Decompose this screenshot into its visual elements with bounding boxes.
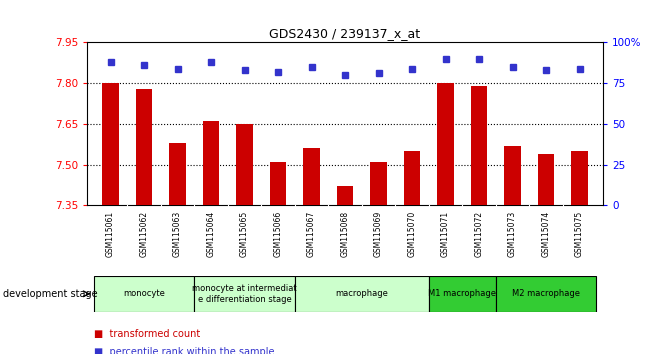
Bar	[269, 162, 287, 205]
Text: monocyte at intermediat
e differentiation stage: monocyte at intermediat e differentiatio…	[192, 284, 297, 303]
Text: ■  percentile rank within the sample: ■ percentile rank within the sample	[94, 347, 274, 354]
Text: GSM115071: GSM115071	[441, 211, 450, 257]
Bar	[337, 186, 354, 205]
Text: GSM115072: GSM115072	[474, 211, 484, 257]
Bar	[295, 276, 429, 312]
Bar	[429, 276, 496, 312]
Text: GSM115061: GSM115061	[106, 211, 115, 257]
Bar	[370, 162, 387, 205]
Text: GSM115069: GSM115069	[374, 211, 383, 257]
Bar	[203, 121, 220, 205]
Bar	[194, 276, 295, 312]
Bar	[437, 83, 454, 205]
Text: GSM115070: GSM115070	[407, 211, 417, 257]
Bar	[135, 88, 153, 205]
Text: GSM115062: GSM115062	[139, 211, 149, 257]
Text: GSM115073: GSM115073	[508, 211, 517, 257]
Text: GSM115065: GSM115065	[240, 211, 249, 257]
Bar	[303, 148, 320, 205]
Text: GSM115064: GSM115064	[206, 211, 216, 257]
Bar	[571, 151, 588, 205]
Text: GSM115075: GSM115075	[575, 211, 584, 257]
Text: macrophage: macrophage	[336, 289, 388, 298]
Bar	[403, 151, 421, 205]
Bar	[237, 124, 253, 205]
Text: GSM115063: GSM115063	[173, 211, 182, 257]
Text: monocyte: monocyte	[123, 289, 165, 298]
Text: GSM115067: GSM115067	[307, 211, 316, 257]
Bar	[94, 276, 194, 312]
Bar	[103, 83, 119, 205]
Bar	[496, 276, 596, 312]
Title: GDS2430 / 239137_x_at: GDS2430 / 239137_x_at	[269, 27, 421, 40]
Bar	[169, 143, 186, 205]
Text: M1 macrophage: M1 macrophage	[428, 289, 496, 298]
Bar	[470, 86, 488, 205]
Text: GSM115074: GSM115074	[541, 211, 551, 257]
Text: GSM115068: GSM115068	[340, 211, 350, 257]
Text: development stage: development stage	[3, 289, 98, 299]
Bar	[537, 154, 554, 205]
Text: GSM115066: GSM115066	[273, 211, 283, 257]
Text: M2 macrophage: M2 macrophage	[512, 289, 580, 298]
Text: ■  transformed count: ■ transformed count	[94, 329, 200, 339]
Bar	[505, 145, 521, 205]
